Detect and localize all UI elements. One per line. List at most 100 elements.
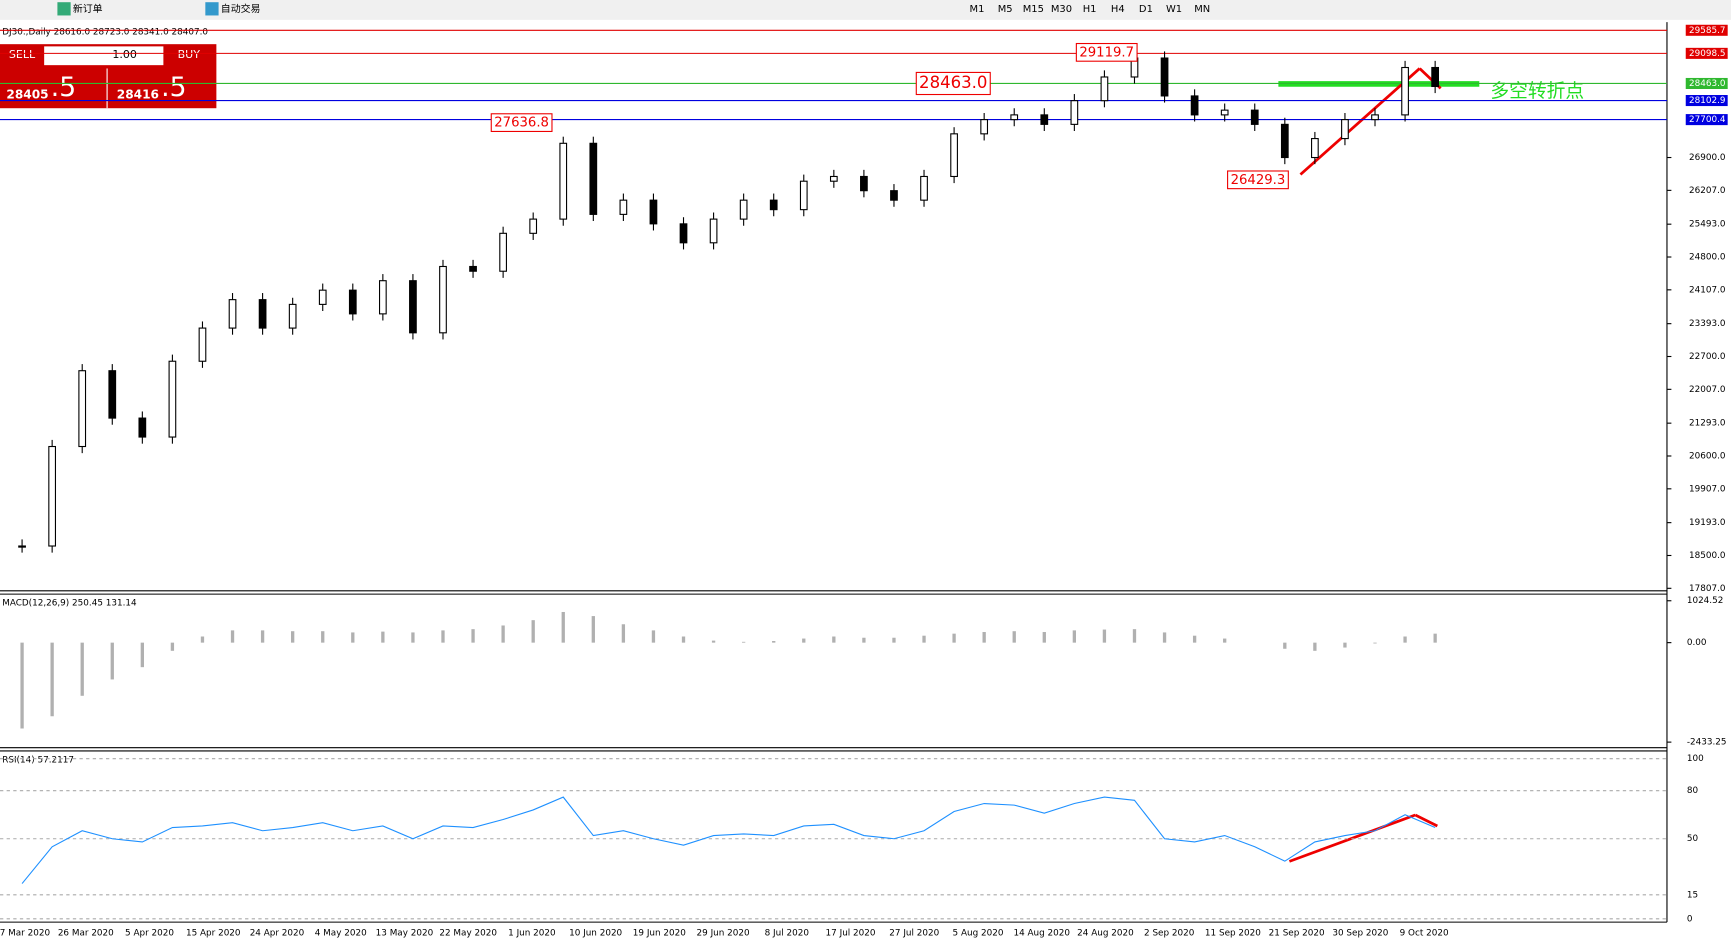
date-label: 2 Sep 2020 [1144,929,1195,939]
timeframes: M1 M5 M15 M30 H1 H4 D1 W1 MN [970,4,1211,15]
price-tick-label: 21293.0 [1689,419,1726,429]
sell-button[interactable]: SELL [9,48,36,61]
candle-body [649,199,658,225]
timeframe[interactable]: M1 [970,4,985,15]
candle-body [499,232,507,272]
candle-body [1431,66,1440,88]
timeframe[interactable]: M5 [998,4,1013,15]
date-label: 21 Sep 2020 [1269,929,1325,939]
timeframe[interactable]: W1 [1166,4,1182,15]
candle-body [1371,114,1379,121]
annotation: 26429.3 [1231,173,1286,188]
candle-body [18,545,26,548]
annotation: 28463.0 [919,73,987,92]
price-tick-label: 19907.0 [1689,484,1726,494]
candle-body [529,218,538,234]
candle-body [1040,114,1049,125]
annotation: 29119.7 [1079,45,1134,60]
candle-body [318,289,327,305]
timeframe[interactable]: M15 [1023,4,1044,15]
rsi-label: RSI(14) 57.2117 [2,755,74,765]
arrow [1414,813,1438,828]
toolbar [0,0,1731,20]
date-label: 11 Sep 2020 [1205,929,1261,939]
date-label: 4 May 2020 [315,929,367,939]
date-label: 17 Mar 2020 [0,929,50,939]
new-order[interactable]: 新订单 [73,2,103,15]
candle-body [378,280,387,315]
price-tick-label: 22700.0 [1689,352,1726,362]
arrow [1299,67,1421,176]
rsi-tick-label: 15 [1687,890,1698,900]
date-label: 19 Jun 2020 [633,929,686,939]
price-tick-label: 24107.0 [1689,285,1726,295]
date-label: 9 Oct 2020 [1400,929,1449,939]
macd-tick-label: 0.00 [1687,638,1707,648]
level-label: 29585.7 [1689,26,1726,36]
rsi-tick-label: 50 [1687,834,1699,844]
candle-body [559,142,568,220]
buy-price[interactable]: 28416 [117,87,159,101]
candle-body [1010,114,1019,121]
candle-body [48,445,57,547]
timeframe[interactable]: H4 [1111,4,1125,15]
macd-tick-label: 1024.52 [1687,596,1724,606]
level-tag [1685,47,1728,59]
timeframe[interactable]: H1 [1083,4,1097,15]
auto-trading[interactable]: 自动交易 [221,2,261,15]
candle-body [679,223,688,244]
volume-box[interactable] [44,46,164,66]
buy-price-big[interactable]: .5 [161,72,186,103]
level-label: 27700.4 [1689,115,1726,125]
candle-body [439,265,447,334]
annotation: 27636.8 [494,116,549,131]
level-tag [1685,114,1728,126]
sell-price-big[interactable]: .5 [51,72,76,103]
date-label: 5 Aug 2020 [953,929,1004,939]
candle-body [860,175,868,192]
date-label: 24 Aug 2020 [1077,929,1134,939]
candle-body [1070,100,1079,125]
date-label: 29 Jun 2020 [697,929,750,939]
candle-body [348,289,357,315]
candle-body [288,303,297,329]
candle-body [980,119,989,135]
price-tick-label: 17807.0 [1689,584,1726,594]
icon[interactable] [57,2,71,16]
level-tag [1685,24,1728,36]
annotation-box [490,113,553,133]
date-label: 1 Jun 2020 [508,929,556,939]
price-tick-label: 26900.0 [1689,153,1726,163]
candle-body [589,142,598,215]
rsi-tick-label: 0 [1687,914,1693,924]
price-tick-label: 19193.0 [1689,518,1726,528]
price-tick-label: 26207.0 [1689,186,1726,196]
date-label: 5 Apr 2020 [125,929,174,939]
level-label: 28463.0 [1689,79,1726,89]
buy-button[interactable]: BUY [178,48,201,61]
sell-price[interactable]: 28405 [6,87,48,101]
level-label: 28102.9 [1689,96,1726,106]
chart-header: DJ30.,Daily 28616.0 28723.0 28341.0 2840… [2,28,208,38]
candle-body [1160,57,1169,97]
candle-body [1401,66,1409,116]
timeframe[interactable]: M30 [1051,4,1072,15]
annotation-box [1227,170,1289,190]
rsi-tick-label: 80 [1687,786,1699,796]
volume[interactable]: 1.00 [112,48,137,61]
pivot-note: 多空转折点 [1490,80,1584,102]
candle-body [619,199,628,215]
icon[interactable] [205,2,219,16]
timeframe[interactable]: MN [1194,4,1210,15]
candle-body [168,360,177,438]
candle-body [1100,76,1109,102]
date-label: 8 Jul 2020 [765,929,810,939]
date-label: 26 Mar 2020 [58,929,114,939]
date-label: 30 Sep 2020 [1332,929,1388,939]
macd-label: MACD(12,26,9) 250.45 131.14 [2,598,137,608]
timeframe[interactable]: D1 [1139,4,1153,15]
date-label: 10 Jun 2020 [569,929,622,939]
date-label: 22 May 2020 [439,929,497,939]
